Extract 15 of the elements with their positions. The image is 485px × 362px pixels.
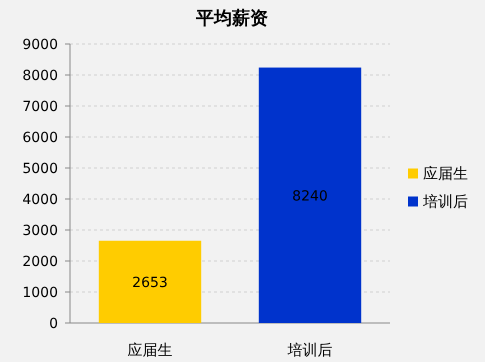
y-tick-label: 4000 <box>22 192 58 208</box>
y-tick-label: 7000 <box>22 99 58 115</box>
y-tick-label: 9000 <box>22 37 58 53</box>
y-tick-label: 0 <box>49 316 58 332</box>
y-tick-label: 2000 <box>22 254 58 270</box>
data-label: 8240 <box>292 188 328 204</box>
chart-title: 平均薪资 <box>195 8 268 29</box>
legend-label: 培训后 <box>422 192 468 210</box>
legend-label: 应届生 <box>423 164 468 182</box>
data-label: 2653 <box>132 274 168 291</box>
y-tick-label: 3000 <box>22 223 58 239</box>
y-tick-label: 5000 <box>22 161 58 177</box>
y-tick-label: 1000 <box>22 285 58 301</box>
y-tick-label: 6000 <box>22 130 58 146</box>
y-tick-label: 8000 <box>22 68 58 84</box>
